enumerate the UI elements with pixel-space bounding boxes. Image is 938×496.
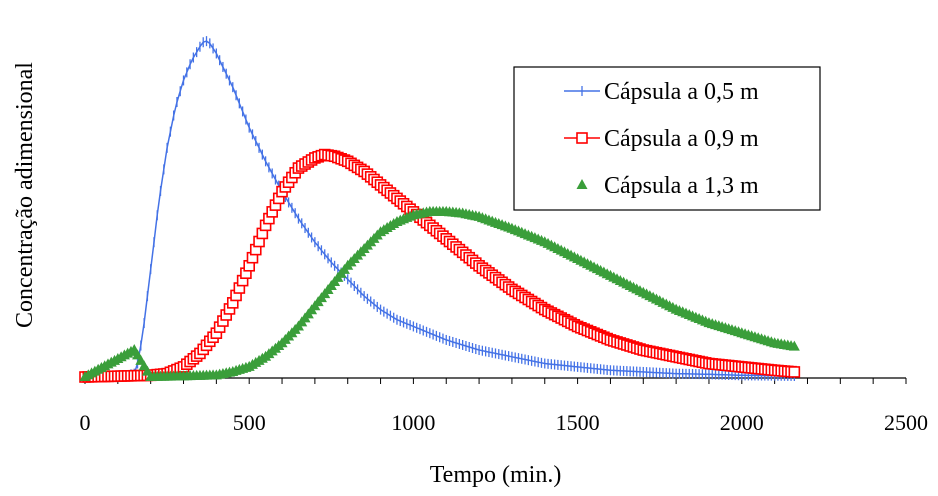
legend-label: Cápsula a 1,3 m	[604, 173, 759, 199]
axes: 0 500 1000 1500 2000 2500	[80, 377, 928, 435]
x-tick-label: 2500	[884, 410, 928, 435]
legend-marker	[576, 132, 588, 144]
legend: Cápsula a 0,5 m Cápsula a 0,9 m Cápsula a …	[513, 66, 821, 211]
x-tick-label: 0	[80, 410, 91, 435]
x-tick-label: 1500	[556, 410, 600, 435]
legend-label: Cápsula a 0,9 m	[604, 126, 759, 152]
y-axis-title: Concentração adimensional	[12, 62, 38, 328]
legend-item: Cápsula a 0,9 m	[564, 126, 759, 152]
series-layer	[79, 36, 801, 383]
legend-item: Cápsula a 1,3 m	[576, 173, 759, 199]
x-tick-label: 1000	[391, 410, 435, 435]
legend-item: Cápsula a 0,5 m	[564, 79, 759, 105]
x-axis-title: Tempo (min.)	[430, 462, 562, 488]
series-1	[84, 36, 795, 382]
legend-marker	[576, 179, 588, 189]
x-tick-label: 500	[233, 410, 266, 435]
data-point	[788, 340, 800, 351]
legend-label: Cápsula a 0,5 m	[604, 79, 759, 105]
series-3	[79, 205, 800, 381]
data-point	[788, 366, 801, 378]
x-tick-label: 2000	[720, 410, 764, 435]
